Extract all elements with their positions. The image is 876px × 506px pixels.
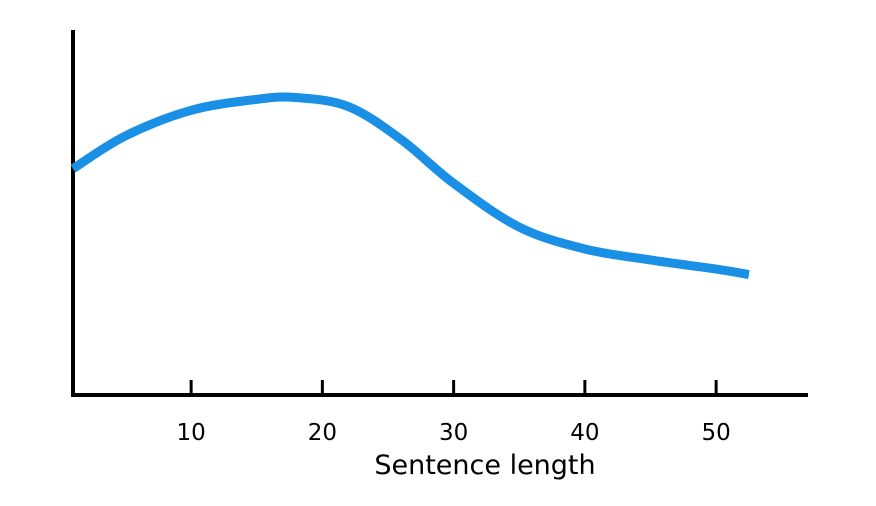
x-tick-label: 40: [570, 420, 599, 446]
x-axis: 10 20 30 40 50 Sentence length: [71, 380, 808, 481]
x-tick-label: 20: [308, 420, 337, 446]
x-tick-label: 10: [176, 420, 205, 446]
series-layer: [70, 92, 750, 279]
x-axis-ticks: 10 20 30 40 50: [176, 380, 731, 446]
series-line: [70, 92, 750, 279]
x-axis-title: Sentence length: [374, 450, 595, 481]
x-tick-label: 30: [439, 420, 468, 446]
x-tick-label: 50: [701, 420, 730, 446]
